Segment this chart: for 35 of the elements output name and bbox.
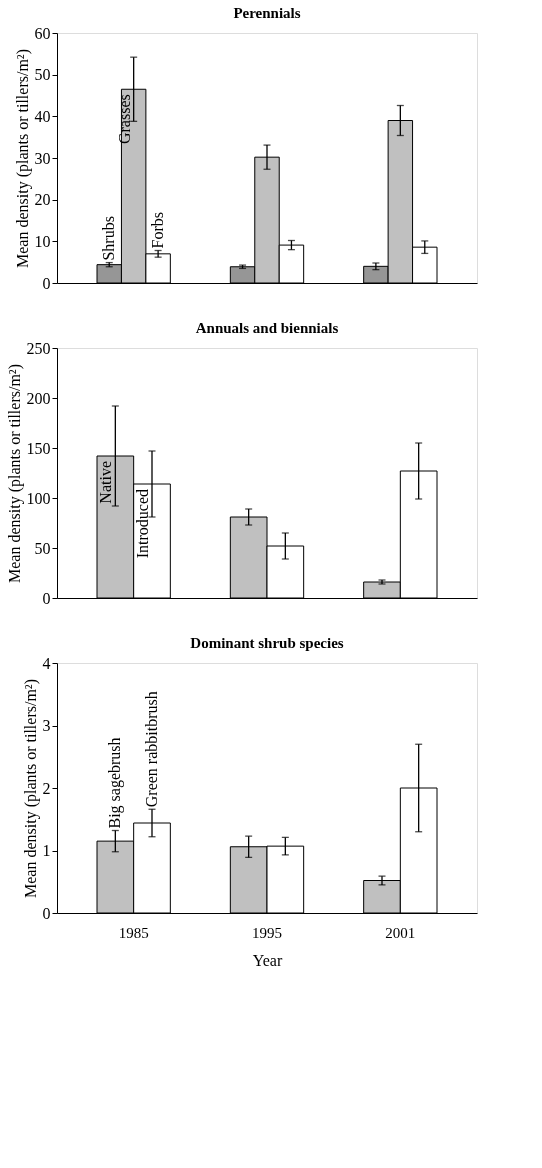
y-tick-label: 10 (34, 232, 51, 250)
y-tick-label: 100 (26, 489, 51, 507)
y-axis-title: Mean density (plants or tillers/m²) (5, 364, 24, 583)
chart-title: Perennials (233, 5, 301, 21)
y-tick-label: 2 (42, 779, 51, 797)
text: Shrubs (100, 216, 118, 261)
series-label: Introduced (134, 489, 151, 559)
y-tick-label: 1 (42, 842, 51, 859)
text: Green rabbitbrush (143, 691, 160, 808)
series-label: Grasses (115, 94, 133, 145)
y-tick-label: 200 (26, 389, 51, 407)
y-tick-label: 40 (34, 107, 51, 125)
y-tick-label: 30 (34, 149, 51, 167)
y-tick-label: 4 (42, 654, 51, 672)
y-axis-title: Mean density (plants or tillers/m²) (13, 49, 32, 268)
y-tick-label: 250 (26, 339, 51, 357)
text: Forbs (149, 212, 167, 249)
y-tick-label: 0 (42, 589, 51, 607)
x-tick-label: 1995 (252, 924, 282, 941)
y-tick-label: 3 (42, 717, 51, 734)
y-tick-label: 0 (42, 274, 51, 292)
text: Big sagebrush (106, 737, 125, 829)
y-axis-title: Mean density (plants or tillers/m²) (21, 679, 40, 898)
y-tick-label: 60 (34, 24, 51, 42)
y-tick-label: 150 (26, 439, 51, 457)
x-tick-label: 1985 (118, 924, 149, 941)
series-label: Native (97, 461, 115, 504)
y-tick-label: 50 (34, 539, 51, 557)
chart-title: Dominant shrub species (190, 635, 344, 651)
x-axis-title: Year (252, 951, 283, 969)
chart-title: Annuals and biennials (195, 320, 339, 336)
y-tick-label: 50 (34, 66, 51, 84)
y-tick-label: 0 (42, 904, 51, 922)
y-tick-label: 20 (34, 191, 51, 209)
x-tick-label: 2001 (385, 924, 416, 941)
